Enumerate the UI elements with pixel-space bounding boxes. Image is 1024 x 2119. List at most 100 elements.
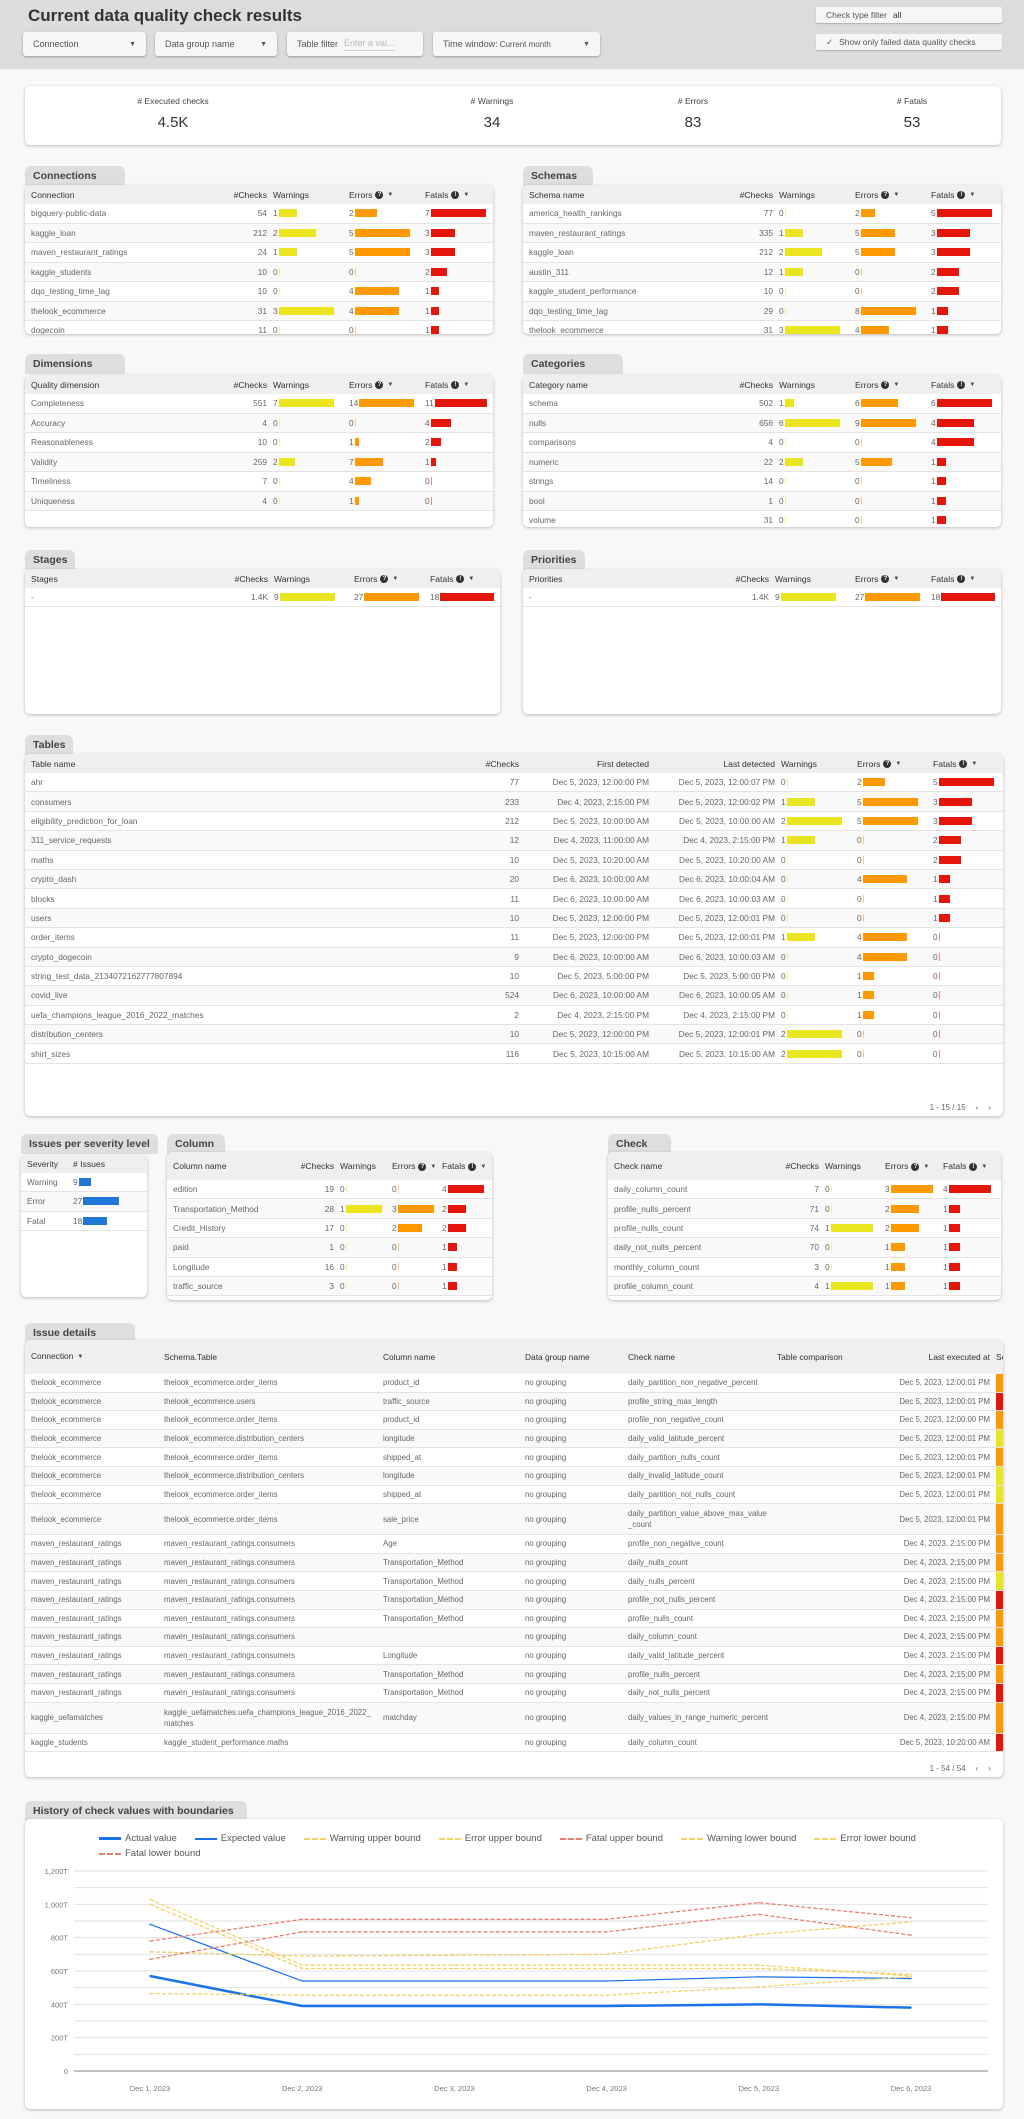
issue-row[interactable]: maven_restaurant_ratings maven_restaurant…: [25, 1553, 1003, 1573]
tables-header-first[interactable]: First detected: [525, 759, 655, 769]
issue-row[interactable]: thelook_ecommerce thelook_ecommerce.distr…: [25, 1429, 1003, 1449]
sort-arrow-icon[interactable]: ▼: [969, 576, 976, 583]
issue-row[interactable]: thelook_ecommerce thelook_ecommerce.order…: [25, 1374, 1003, 1393]
legend-item[interactable]: Error upper bound: [438, 1833, 542, 1844]
table-filter-input[interactable]: Enter a val...: [344, 38, 395, 51]
tables-row[interactable]: blocks 11 Dec 6, 2023, 10:00:00 AM Dec 6, 2…: [25, 889, 1003, 909]
tables-header-checks[interactable]: #Checks: [465, 759, 525, 769]
connections-row[interactable]: bigquery-public-data 54 1 2 7: [25, 204, 493, 224]
connections-row[interactable]: maven_restaurant_ratings 24 1 5 3: [25, 243, 493, 263]
prev-page-icon[interactable]: ‹: [975, 1103, 979, 1112]
severity-row[interactable]: Error 27: [21, 1192, 147, 1212]
tables-row[interactable]: shirt_sizes 116 Dec 5, 2023, 10:15:00 AM De…: [25, 1044, 1003, 1064]
stages-header-warnings[interactable]: Warnings: [274, 574, 354, 584]
schemas-row[interactable]: dqo_testing_time_lag 29 0 8 1: [523, 301, 1001, 321]
column-header-fatals[interactable]: Fatals! ▼: [442, 1161, 492, 1171]
schemas-header-checks[interactable]: #Checks: [721, 190, 779, 200]
help-icon[interactable]: ?: [911, 1162, 920, 1171]
categories-header-warnings[interactable]: Warnings: [779, 380, 855, 390]
issue-row[interactable]: thelook_ecommerce thelook_ecommerce.distr…: [25, 1466, 1003, 1486]
help-icon[interactable]: ?: [375, 191, 384, 200]
dimensions-row[interactable]: Validity 259 2 7 1: [25, 452, 493, 472]
help-icon[interactable]: ?: [375, 381, 384, 390]
tables-row[interactable]: crypto_dogecoin 9 Dec 6, 2023, 10:00:00 AM…: [25, 947, 1003, 967]
categories-header-checks[interactable]: #Checks: [721, 380, 779, 390]
severity-header-name[interactable]: Severity: [27, 1159, 73, 1169]
issue-row[interactable]: maven_restaurant_ratings maven_restaurant…: [25, 1572, 1003, 1591]
issue-row[interactable]: thelook_ecommerce thelook_ecommerce.order…: [25, 1411, 1003, 1430]
priorities-header-fatals[interactable]: Fatals! ▼: [931, 574, 1001, 584]
tables-header-warnings[interactable]: Warnings: [781, 759, 857, 769]
check-type-value[interactable]: all: [892, 10, 902, 20]
issues-header-0[interactable]: Connection ▼: [31, 1351, 164, 1362]
issues-header-2[interactable]: Column name: [383, 1352, 525, 1363]
help-icon[interactable]: ?: [380, 575, 389, 584]
legend-item[interactable]: Error lower bound: [814, 1833, 916, 1844]
connections-row[interactable]: kaggle_students 10 0 0 2: [25, 262, 493, 282]
check-row[interactable]: profile_column_count 4 1 1 1: [608, 1276, 1001, 1297]
tables-row[interactable]: order_items 11 Dec 5, 2023, 12:00:00 PM Dec…: [25, 928, 1003, 948]
schemas-row[interactable]: kaggle_student_performance 10 0 0 2: [523, 282, 1001, 302]
connections-header-checks[interactable]: #Checks: [215, 190, 273, 200]
check-row[interactable]: profile_nulls_count 74 1 2 1: [608, 1219, 1001, 1239]
categories-row[interactable]: bool 1 0 0 1: [523, 491, 1001, 511]
schemas-header-errors[interactable]: Errors? ▼: [855, 190, 931, 200]
check-header-errors[interactable]: Errors? ▼: [885, 1161, 943, 1171]
dimensions-header-errors[interactable]: Errors? ▼: [349, 380, 425, 390]
issue-row[interactable]: thelook_ecommerce thelook_ecommerce.order…: [25, 1504, 1003, 1536]
issue-row[interactable]: thelook_ecommerce thelook_ecommerce.order…: [25, 1485, 1003, 1505]
categories-row[interactable]: schema 502 1 6 6: [523, 394, 1001, 414]
schemas-row[interactable]: maven_restaurant_ratings 335 1 5 3: [523, 223, 1001, 243]
sort-arrow-icon[interactable]: ▼: [971, 761, 978, 768]
stages-header-fatals[interactable]: Fatals! ▼: [430, 574, 500, 584]
priorities-header-checks[interactable]: #Checks: [715, 574, 775, 584]
check-row[interactable]: profile_nulls_percent 71 0 2 1: [608, 1199, 1001, 1219]
next-page-icon[interactable]: ›: [988, 1764, 991, 1773]
categories-header-name[interactable]: Category name: [529, 380, 721, 390]
check-row[interactable]: monthly_column_count 3 0 1 1: [608, 1258, 1001, 1277]
dimensions-row[interactable]: Reasonableness 10 0 1 2: [25, 433, 493, 453]
issue-row[interactable]: kaggle_uefamatches kaggle_uefamatches.uef…: [25, 1702, 1003, 1734]
help-icon[interactable]: ?: [881, 575, 890, 584]
help-icon[interactable]: !: [969, 1162, 978, 1171]
categories-row[interactable]: volume 31 0 0 1: [523, 511, 1001, 527]
stages-header-errors[interactable]: Errors? ▼: [354, 574, 430, 584]
prev-page-icon[interactable]: ‹: [975, 1764, 979, 1773]
stages-header-name[interactable]: Stages: [31, 574, 214, 584]
legend-item[interactable]: Actual value: [99, 1833, 177, 1844]
categories-row[interactable]: comparisons 4 0 0 4: [523, 433, 1001, 453]
sort-arrow-icon[interactable]: ▼: [430, 1163, 437, 1170]
severity-header-issues[interactable]: # Issues: [73, 1159, 147, 1169]
tables-row[interactable]: consumers 233 Dec 4, 2023, 2:15:00 PM Dec 5…: [25, 792, 1003, 812]
categories-row[interactable]: nulls 656 6 9 4: [523, 413, 1001, 433]
sort-arrow-icon[interactable]: ▼: [387, 192, 394, 199]
help-icon[interactable]: !: [957, 575, 966, 584]
categories-header-errors[interactable]: Errors? ▼: [855, 380, 931, 390]
categories-header-fatals[interactable]: Fatals! ▼: [931, 380, 1001, 390]
sort-arrow-icon[interactable]: ▼: [77, 1353, 84, 1360]
sort-arrow-icon[interactable]: ▼: [480, 1163, 487, 1170]
issue-row[interactable]: maven_restaurant_ratings maven_restaurant…: [25, 1683, 1003, 1703]
issue-row[interactable]: maven_restaurant_ratings maven_restaurant…: [25, 1590, 1003, 1610]
connections-row[interactable]: thelook_ecommerce 31 3 4 1: [25, 301, 493, 321]
data-group-filter[interactable]: Data group name ▼: [155, 32, 277, 56]
check-header-checks[interactable]: #Checks: [779, 1161, 825, 1171]
sort-arrow-icon[interactable]: ▼: [463, 382, 470, 389]
schemas-row[interactable]: austin_311 12 1 0 2: [523, 262, 1001, 282]
issues-header-6[interactable]: Last executed at: [885, 1352, 996, 1363]
schemas-row[interactable]: thelook_ecommerce 31 3 4 1: [523, 321, 1001, 334]
tables-row[interactable]: ahr 77 Dec 5, 2023, 12:00:00 PM Dec 5, 2023…: [25, 773, 1003, 793]
check-row[interactable]: daily_column_count 7 0 3 4: [608, 1180, 1001, 1200]
column-header-errors[interactable]: Errors? ▼: [392, 1161, 442, 1171]
issues-header-7[interactable]: Severity: [996, 1352, 1003, 1363]
tables-row[interactable]: string_test_data_2134072162777807894 10 De…: [25, 967, 1003, 987]
dimensions-row[interactable]: Completeness 551 7 14 11: [25, 394, 493, 414]
help-icon[interactable]: ?: [881, 381, 890, 390]
table-filter[interactable]: Table filter Enter a val...: [287, 32, 423, 56]
column-row[interactable]: edition 19 0 0 4: [167, 1180, 492, 1200]
tables-row[interactable]: uefa_champions_league_2016_2022_matches 2…: [25, 1006, 1003, 1026]
priorities-header-name[interactable]: Priorities: [529, 574, 715, 584]
help-icon[interactable]: !: [959, 760, 968, 769]
column-header-checks[interactable]: #Checks: [298, 1161, 340, 1171]
help-icon[interactable]: !: [451, 381, 460, 390]
